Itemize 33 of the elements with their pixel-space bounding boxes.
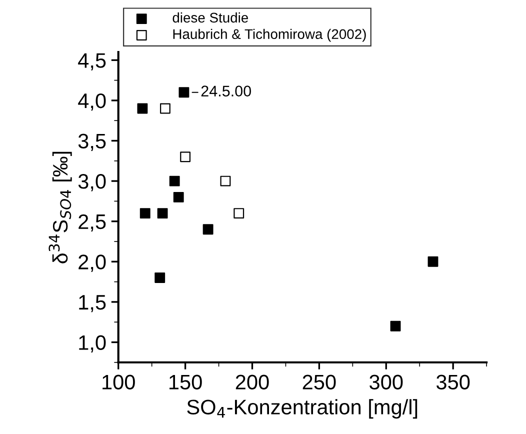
y-tick-label: 1,5 — [79, 295, 106, 312]
y-tick-label: 4,0 — [78, 93, 106, 111]
point — [154, 272, 166, 283]
x-tick-label: 200 — [236, 374, 269, 390]
legend-label: diese Studie — [172, 12, 248, 23]
point — [160, 103, 170, 114]
x-tick-label: 300 — [370, 374, 403, 390]
y-tick-label: 2,0 — [78, 254, 106, 272]
point — [220, 176, 231, 186]
point — [137, 103, 148, 114]
x-axis-title: SO$_{4}$-Konzentration [mg/l] — [187, 399, 418, 419]
y-tick-label: 3,0 — [78, 174, 106, 192]
point — [173, 192, 184, 202]
x-tick-label: 150 — [170, 374, 202, 390]
point — [234, 208, 244, 218]
point — [180, 152, 191, 162]
point — [202, 224, 214, 235]
point — [157, 208, 168, 218]
y-tick-label: 4,5 — [78, 53, 106, 70]
y-tick-label: 1,0 — [79, 335, 106, 352]
point — [178, 87, 190, 98]
point — [428, 256, 438, 267]
y-axis-title: δ$^{34}$S$_{SO4}$ [‰] — [48, 152, 72, 264]
annotation: 24.5.00 — [201, 86, 251, 96]
y-tick-label: 2,5 — [78, 214, 106, 232]
point — [140, 208, 150, 218]
legend-label: Haubrich & Tichomirowa (2002) — [173, 28, 366, 42]
x-tick-label: 100 — [102, 374, 135, 390]
point — [169, 176, 180, 186]
x-tick-label: 250 — [302, 374, 336, 390]
y-tick-label: 3,5 — [78, 134, 106, 151]
point — [390, 320, 401, 332]
x-tick-label: 350 — [436, 374, 470, 390]
